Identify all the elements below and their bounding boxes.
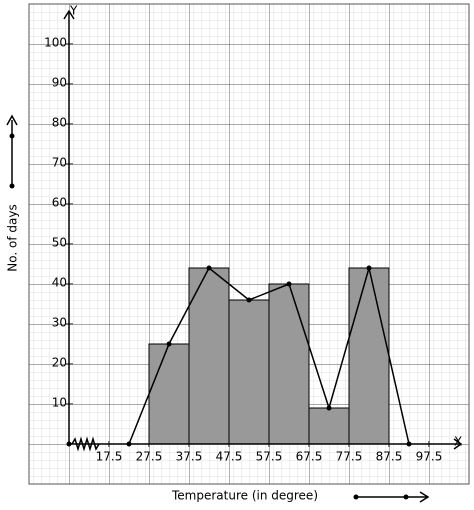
arrow-dot: [403, 494, 409, 500]
x-direction-arrow: [356, 491, 430, 503]
y-axis-title: No. of days: [6, 204, 20, 271]
x-tick-label: 77.5: [336, 450, 363, 464]
polygon-point: [206, 265, 212, 271]
bar: [308, 407, 350, 445]
bar: [348, 267, 390, 445]
y-tick-label: 70: [52, 156, 67, 170]
polygon-point: [366, 265, 372, 271]
origin-dot: [66, 441, 72, 447]
bar: [148, 343, 190, 445]
x-tick-label: 57.5: [256, 450, 283, 464]
polygon-point: [166, 341, 172, 347]
polygon-point: [406, 441, 412, 447]
y-tick-label: 100: [44, 36, 67, 50]
y-tick-label: 50: [52, 236, 67, 250]
y-tick-label: 40: [52, 276, 67, 290]
y-tick-label: 60: [52, 196, 67, 210]
x-tick-label: 87.5: [376, 450, 403, 464]
polygon-point: [126, 441, 132, 447]
y-axis-letter: Y: [69, 4, 78, 18]
plot-area: [148, 267, 390, 445]
x-tick-label: 47.5: [216, 450, 243, 464]
x-tick-label: 17.5: [96, 450, 123, 464]
arrow-dot: [9, 133, 15, 139]
y-tick-label: 90: [52, 76, 67, 90]
x-tick-label: 97.5: [416, 450, 443, 464]
x-arrow: [453, 438, 463, 450]
x-axis-letter: X: [454, 435, 462, 449]
bar: [228, 299, 270, 445]
arrow-dot: [9, 183, 15, 189]
y-tick-label: 80: [52, 116, 67, 130]
polygon-point: [286, 281, 292, 287]
frequency-polygon: [128, 266, 410, 445]
x-tick-label: 27.5: [136, 450, 163, 464]
polygon-point: [246, 297, 252, 303]
x-tick-label: 37.5: [176, 450, 203, 464]
bar: [188, 267, 230, 445]
y-tick-label: 10: [52, 396, 67, 410]
polygon-point: [326, 405, 332, 411]
x-axis-title: Temperature (in degree): [171, 489, 318, 503]
y-direction-arrow: [6, 114, 18, 184]
y-tick-label: 20: [52, 356, 67, 370]
y-arrow: [63, 9, 75, 20]
bar: [268, 283, 310, 445]
axis-break: [71, 436, 100, 452]
arrow-dot: [353, 494, 359, 500]
x-tick-label: 67.5: [296, 450, 323, 464]
y-tick-label: 30: [52, 316, 67, 330]
